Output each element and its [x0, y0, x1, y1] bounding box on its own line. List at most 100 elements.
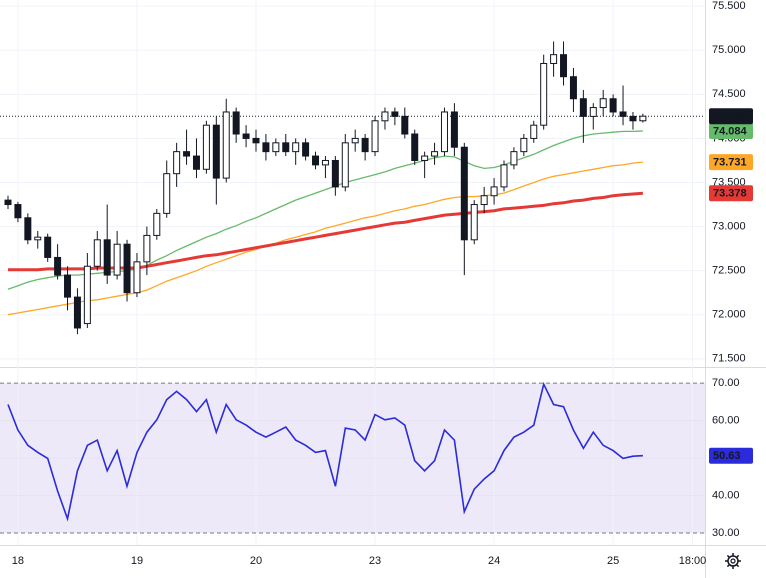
candle-body: [540, 62, 548, 126]
candle-body: [460, 146, 468, 241]
candle-body: [401, 115, 409, 135]
candle-body: [252, 137, 260, 144]
settings-icon[interactable]: [725, 553, 741, 569]
candle-body: [321, 159, 329, 166]
y-tick-label: 60.00: [712, 414, 740, 426]
candle-body: [202, 124, 210, 170]
candle-body: [262, 142, 270, 153]
candle-body: [431, 151, 439, 157]
candle-body: [510, 151, 518, 166]
price-tag-label: 50.63: [713, 450, 741, 462]
y-tick-label: 75.000: [712, 44, 746, 56]
candle-body: [64, 274, 72, 298]
candle-body: [351, 137, 359, 144]
candle-body: [589, 107, 597, 117]
candle-body: [530, 124, 538, 139]
x-tick-label: 20: [250, 555, 262, 567]
axis-layer: 18 19 20 23 24 25 18:00 71.500 72.000 72.500 73.00…: [12, 0, 753, 567]
candle-body: [560, 54, 568, 78]
price-tag-label: 73.378: [713, 188, 747, 200]
candle-body: [123, 243, 131, 294]
price-tag: [709, 185, 753, 202]
y-tick-label: 70.00: [712, 377, 740, 389]
price-tag-label: 74.084: [713, 125, 748, 137]
candle-body: [222, 111, 230, 179]
y-tick-label: 74.500: [712, 88, 746, 100]
candle-body: [480, 195, 488, 206]
candle-body: [242, 133, 250, 139]
candle-body: [302, 142, 310, 157]
marks-layer: [4, 41, 647, 522]
candle-body: [292, 142, 300, 153]
candle-body: [153, 212, 161, 236]
candle-body: [361, 137, 369, 153]
y-tick-label: 73.000: [712, 220, 746, 232]
x-tick-label: 18: [12, 555, 24, 567]
candle-body: [212, 124, 220, 179]
price-tag: [709, 108, 753, 125]
candle-body: [550, 54, 558, 64]
candle-body: [639, 115, 647, 122]
candle-body: [619, 111, 627, 117]
price-tag: [709, 123, 753, 140]
rsi-line: [7, 381, 643, 522]
candle-body: [470, 204, 478, 241]
candle-body: [341, 142, 349, 188]
y-tick-label: 75.500: [712, 0, 746, 12]
candle-body: [73, 296, 81, 329]
candle-body: [272, 142, 280, 153]
candle-body: [490, 186, 498, 197]
y-tick-label: 72.500: [712, 265, 746, 277]
candle-body: [282, 142, 290, 153]
candle-body: [163, 173, 171, 214]
x-tick-label: 23: [369, 555, 381, 567]
candle-body: [183, 151, 191, 157]
candle-body: [609, 98, 617, 113]
price-tag-label: 74.252: [713, 111, 747, 123]
candle-body: [14, 204, 22, 219]
candle-body: [500, 164, 508, 188]
gear-hub[interactable]: [730, 558, 736, 564]
candle-body: [133, 261, 141, 294]
y-tick-label: 71.500: [712, 353, 746, 365]
x-tick-label: 18:00: [679, 555, 707, 567]
gear-teeth[interactable]: [725, 553, 741, 569]
x-tick-label: 24: [488, 555, 500, 567]
candle-body: [54, 256, 62, 276]
candle-body: [113, 243, 121, 276]
candle-body: [599, 98, 607, 109]
x-tick-label: 19: [131, 555, 143, 567]
y-tick-label: 40.00: [712, 489, 740, 501]
candle-body: [371, 120, 379, 153]
candle-body: [173, 151, 181, 175]
y-tick-label: 72.000: [712, 309, 746, 321]
candle-body: [381, 111, 389, 122]
moving-average: [7, 161, 643, 316]
candle-body: [24, 217, 32, 241]
candle-body: [450, 111, 458, 148]
candle-body: [440, 111, 448, 153]
candle-body: [391, 111, 399, 117]
candle-body: [4, 199, 12, 206]
candle-body: [421, 155, 429, 161]
candle-body: [143, 234, 151, 263]
x-tick-label: 25: [607, 555, 619, 567]
candle-body: [93, 239, 101, 267]
candle-body: [411, 133, 419, 161]
candle-body: [579, 98, 587, 117]
candle-body: [34, 236, 42, 241]
candle-body: [103, 239, 111, 276]
y-tick-label: 30.00: [712, 527, 740, 539]
candle-body: [232, 111, 240, 135]
price-tag: [709, 154, 753, 171]
candle-body: [520, 137, 528, 153]
candle-body: [83, 265, 91, 325]
candle-body: [569, 76, 577, 100]
price-tag: [709, 447, 753, 464]
candle-body: [192, 155, 200, 170]
candle-body: [312, 155, 320, 166]
price-tag-label: 73.731: [713, 157, 747, 169]
candle-body: [629, 115, 637, 122]
